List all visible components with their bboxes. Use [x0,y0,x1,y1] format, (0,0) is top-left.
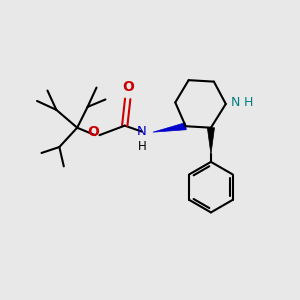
Text: H: H [138,140,146,154]
Text: N: N [231,96,241,109]
Polygon shape [207,128,214,154]
Text: N: N [137,125,146,138]
Text: O: O [87,125,99,139]
Text: O: O [122,80,134,94]
Text: H: H [244,96,254,109]
Polygon shape [153,123,186,132]
